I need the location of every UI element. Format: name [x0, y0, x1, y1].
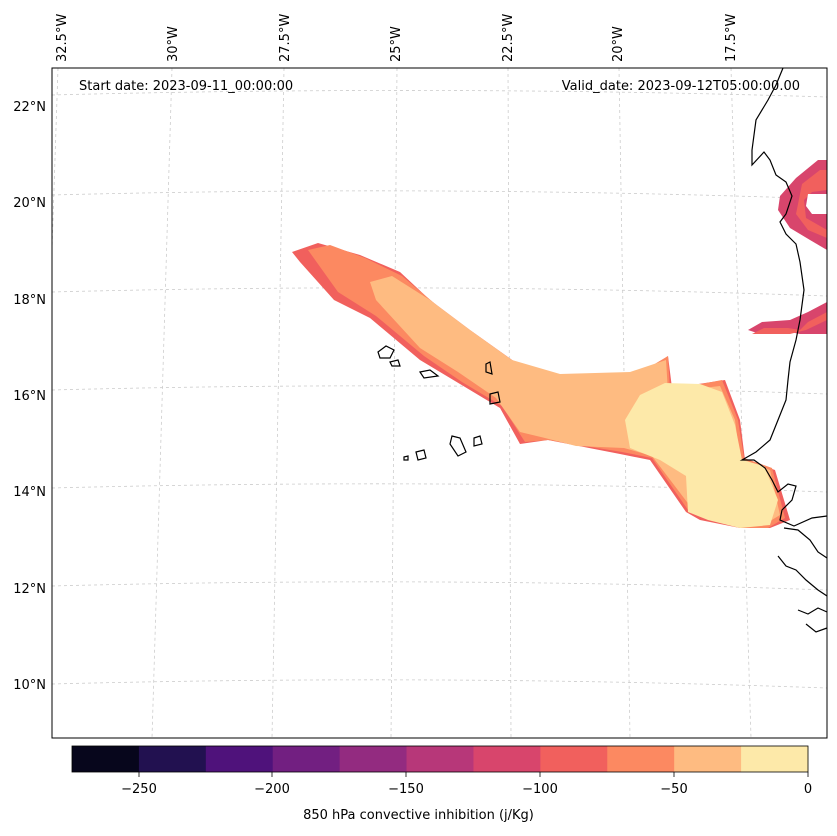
- lat-label: 20°N: [13, 196, 46, 211]
- colorbar-swatch: [540, 746, 608, 772]
- colorbar-tick-label: −200: [254, 782, 290, 797]
- colorbar-swatch: [72, 746, 140, 772]
- lat-label: 14°N: [13, 485, 46, 500]
- colorbar-ticks: [138, 772, 809, 777]
- colorbar-tick-label: −250: [121, 782, 157, 797]
- lon-label: 22.5°W: [501, 14, 516, 62]
- start-date-label: Start date: 2023-09-11_00:00:00: [79, 79, 293, 94]
- colorbar-title: 850 hPa convective inhibition (j/Kg): [303, 808, 534, 823]
- lon-label: 20°W: [611, 26, 626, 62]
- lon-label: 17.5°W: [724, 14, 739, 62]
- colorbar-tick-label: −100: [522, 782, 558, 797]
- valid-date-label: Valid_date: 2023-09-12T05:00:00.00: [562, 79, 800, 94]
- cin-core: [625, 383, 778, 528]
- colorbar-swatch: [674, 746, 742, 772]
- lat-label: 12°N: [13, 582, 46, 597]
- gridlines: [51, 67, 828, 739]
- lon-label: 27.5°W: [278, 14, 293, 62]
- colorbar-swatch: [205, 746, 274, 772]
- lon-label: 30°W: [166, 26, 181, 62]
- map-frame: [51, 67, 828, 739]
- colorbar-tick-label: −50: [660, 782, 687, 797]
- cin-patch-north-inner: [796, 170, 827, 238]
- colorbar-swatch: [406, 746, 474, 772]
- colorbar-frame: [71, 745, 809, 773]
- colorbar-tick-label: 0: [804, 782, 812, 797]
- cin-patch-hole: [806, 194, 827, 214]
- cin-patch-mid-coast-inner: [752, 312, 827, 334]
- colorbar-tick-label: −150: [388, 782, 424, 797]
- colorbar-swatch: [741, 746, 809, 772]
- colorbar-tick-labels: −250 −200 −150 −100 −50 0: [121, 782, 812, 797]
- lon-labels: 32.5°W 30°W 27.5°W 25°W 22.5°W 20°W 17.5…: [55, 14, 739, 62]
- lat-label: 16°N: [13, 389, 46, 404]
- colorbar-swatch: [473, 746, 541, 772]
- lon-label: 25°W: [389, 26, 404, 62]
- cin-field: [292, 160, 827, 528]
- colorbar-swatch: [272, 746, 341, 772]
- colorbar-swatch: [138, 746, 207, 772]
- lat-label: 18°N: [13, 293, 46, 308]
- lat-labels: 22°N 20°N 18°N 16°N 14°N 12°N 10°N: [13, 100, 46, 693]
- colorbar-swatch: [339, 746, 408, 772]
- lon-label: 32.5°W: [55, 14, 70, 62]
- lat-label: 10°N: [13, 678, 46, 693]
- colorbar-swatch: [607, 746, 675, 772]
- coastlines: [377, 67, 828, 633]
- lat-label: 22°N: [13, 100, 46, 115]
- colorbar: [72, 746, 809, 772]
